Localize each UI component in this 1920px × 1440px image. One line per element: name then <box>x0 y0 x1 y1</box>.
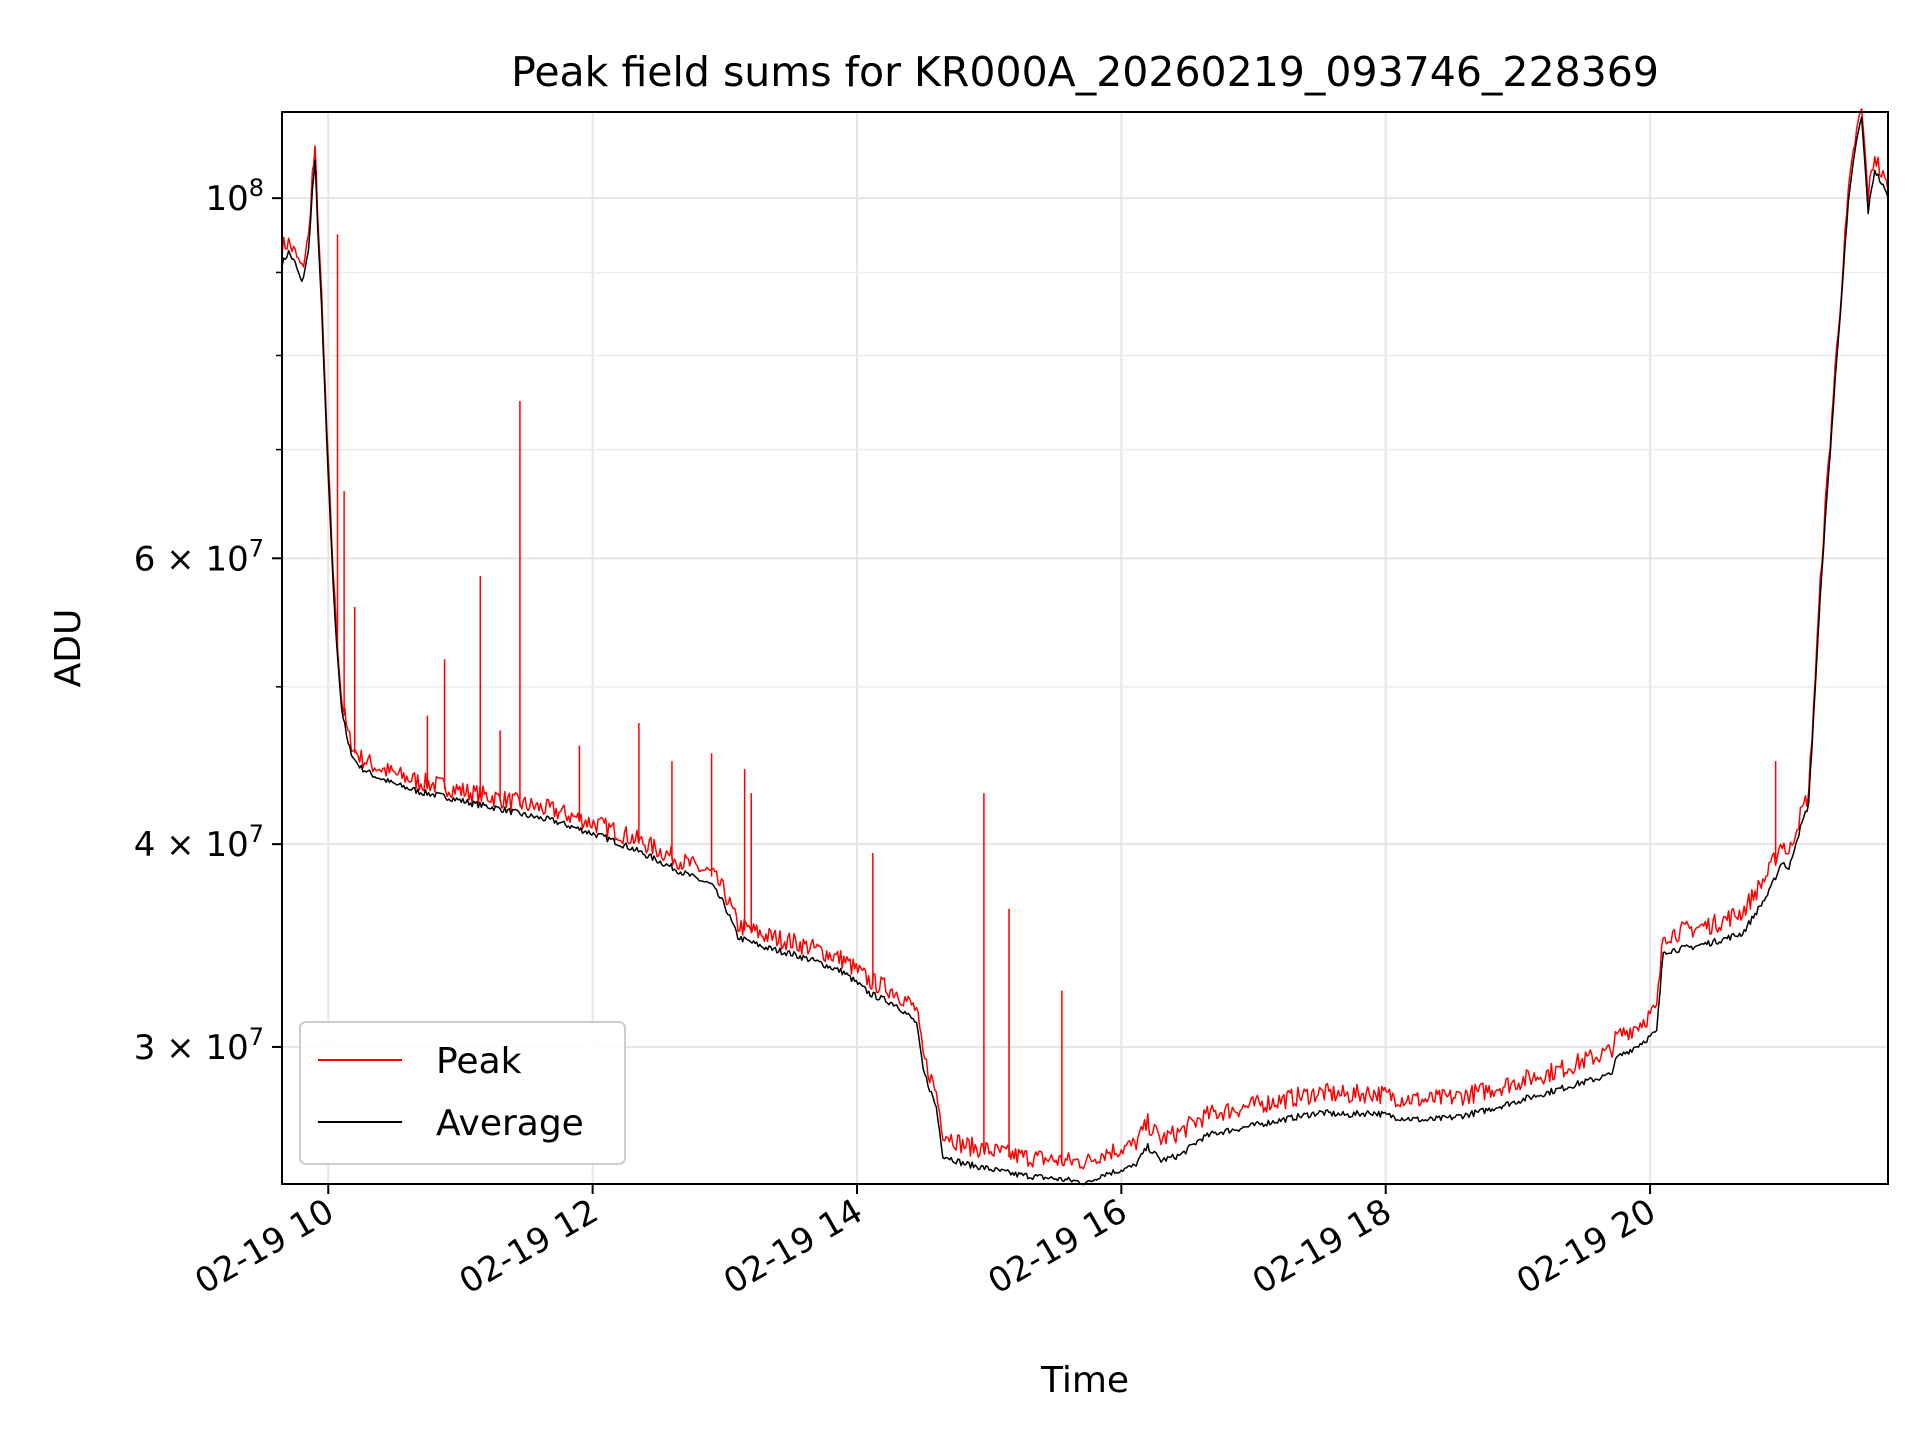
plot-frame <box>281 111 1889 1185</box>
x-axis-title: Time <box>1040 1360 1129 1401</box>
peak-series <box>281 108 1889 1170</box>
chart-title: Peak field sums for KR000A_20260219_0937… <box>511 48 1659 96</box>
y-tick-label: 3 × 107 <box>134 1023 264 1068</box>
legend-peak-label: Peak <box>436 1041 522 1082</box>
y-tick-label: 4 × 107 <box>134 820 264 865</box>
legend-box <box>299 1021 626 1165</box>
y-tick-label: 6 × 107 <box>134 534 264 579</box>
legend-average-label: Average <box>436 1103 584 1144</box>
legend: Peak Average <box>299 1021 626 1165</box>
grid <box>282 112 1888 1184</box>
y-axis: 108 6 × 107 4 × 107 3 × 107 <box>134 174 282 1068</box>
y-axis-title: ADU <box>48 609 89 688</box>
peak-line <box>281 108 1889 1170</box>
y-tick-label: 108 <box>205 174 264 219</box>
